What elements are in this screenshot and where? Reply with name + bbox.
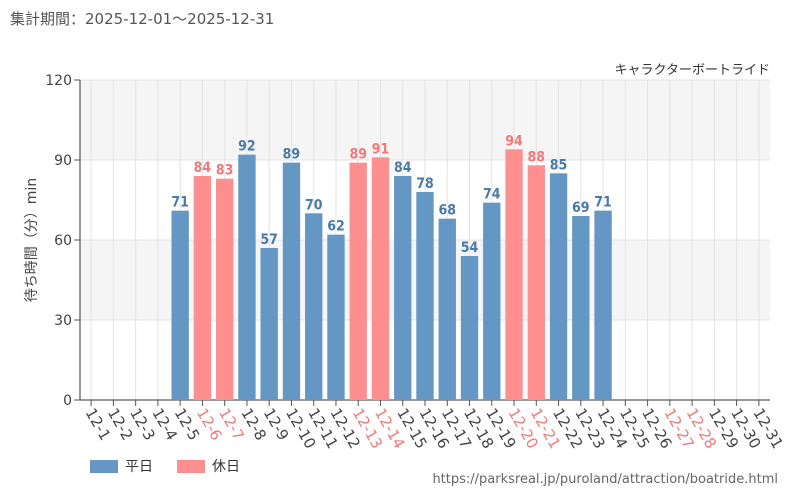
bar-12-21 [527, 165, 545, 400]
y-tick-label: 120 [45, 73, 72, 89]
y-tick-label: 90 [54, 153, 72, 169]
legend-holiday: 休日 [177, 456, 240, 476]
bar-value-label: 94 [505, 133, 523, 149]
y-axis-title: 待ち時間（分）min [24, 178, 40, 302]
bar-12-19 [483, 202, 501, 400]
bar-value-label: 71 [594, 195, 612, 211]
bar-value-label: 84 [194, 160, 212, 176]
bar-12-17 [438, 218, 456, 400]
period-label: 集計期間：2025-12-01～2025-12-31 [10, 10, 275, 28]
bar-12-13 [349, 162, 367, 400]
bar-value-label: 54 [461, 240, 479, 256]
bar-12-20 [505, 149, 523, 400]
bar-value-label: 57 [260, 232, 278, 248]
bar-12-24 [594, 210, 612, 400]
bar-12-14 [371, 157, 390, 400]
bar-value-label: 92 [238, 139, 256, 155]
source-url[interactable]: https://parksreal.jp/puroland/attraction… [432, 472, 778, 487]
bar-value-label: 68 [438, 203, 456, 219]
bar-value-label: 83 [216, 163, 234, 179]
bar-12-7 [215, 178, 234, 400]
bar-12-18 [460, 256, 479, 400]
bar-value-label: 62 [327, 219, 345, 235]
y-tick-label: 0 [63, 393, 72, 409]
bar-value-label: 71 [171, 195, 189, 211]
legend-weekday: 平日 [90, 456, 153, 476]
bar-12-15 [394, 176, 412, 400]
bar-12-6 [193, 176, 212, 400]
bar-12-8 [238, 154, 256, 400]
legend-weekday-label: 平日 [125, 459, 153, 475]
y-tick-label: 30 [54, 313, 72, 329]
y-tick-label: 60 [54, 233, 72, 249]
bar-12-23 [572, 216, 590, 400]
bar-value-label: 89 [349, 147, 367, 163]
bar-12-12 [327, 234, 345, 400]
bar-value-label: 70 [305, 197, 323, 213]
legend-holiday-label: 休日 [212, 459, 240, 475]
weekday-swatch [90, 459, 118, 473]
legend: 平日 休日 [90, 456, 240, 476]
bar-12-9 [260, 248, 278, 400]
bar-value-label: 88 [528, 149, 546, 165]
bar-value-label: 91 [372, 141, 390, 157]
bar-12-22 [549, 173, 568, 400]
bar-value-label: 85 [550, 157, 568, 173]
bar-12-16 [416, 192, 434, 400]
bar-value-label: 84 [394, 160, 412, 176]
bar-value-label: 89 [283, 147, 301, 163]
bar-value-label: 78 [416, 176, 434, 192]
holiday-swatch [177, 459, 205, 473]
bar-value-label: 69 [572, 200, 590, 216]
bar-12-5 [171, 210, 189, 400]
bar-12-10 [282, 162, 301, 400]
attraction-name: キャラクターボートライド [614, 63, 770, 78]
bar-value-label: 74 [483, 187, 501, 203]
bar-12-11 [305, 213, 323, 400]
